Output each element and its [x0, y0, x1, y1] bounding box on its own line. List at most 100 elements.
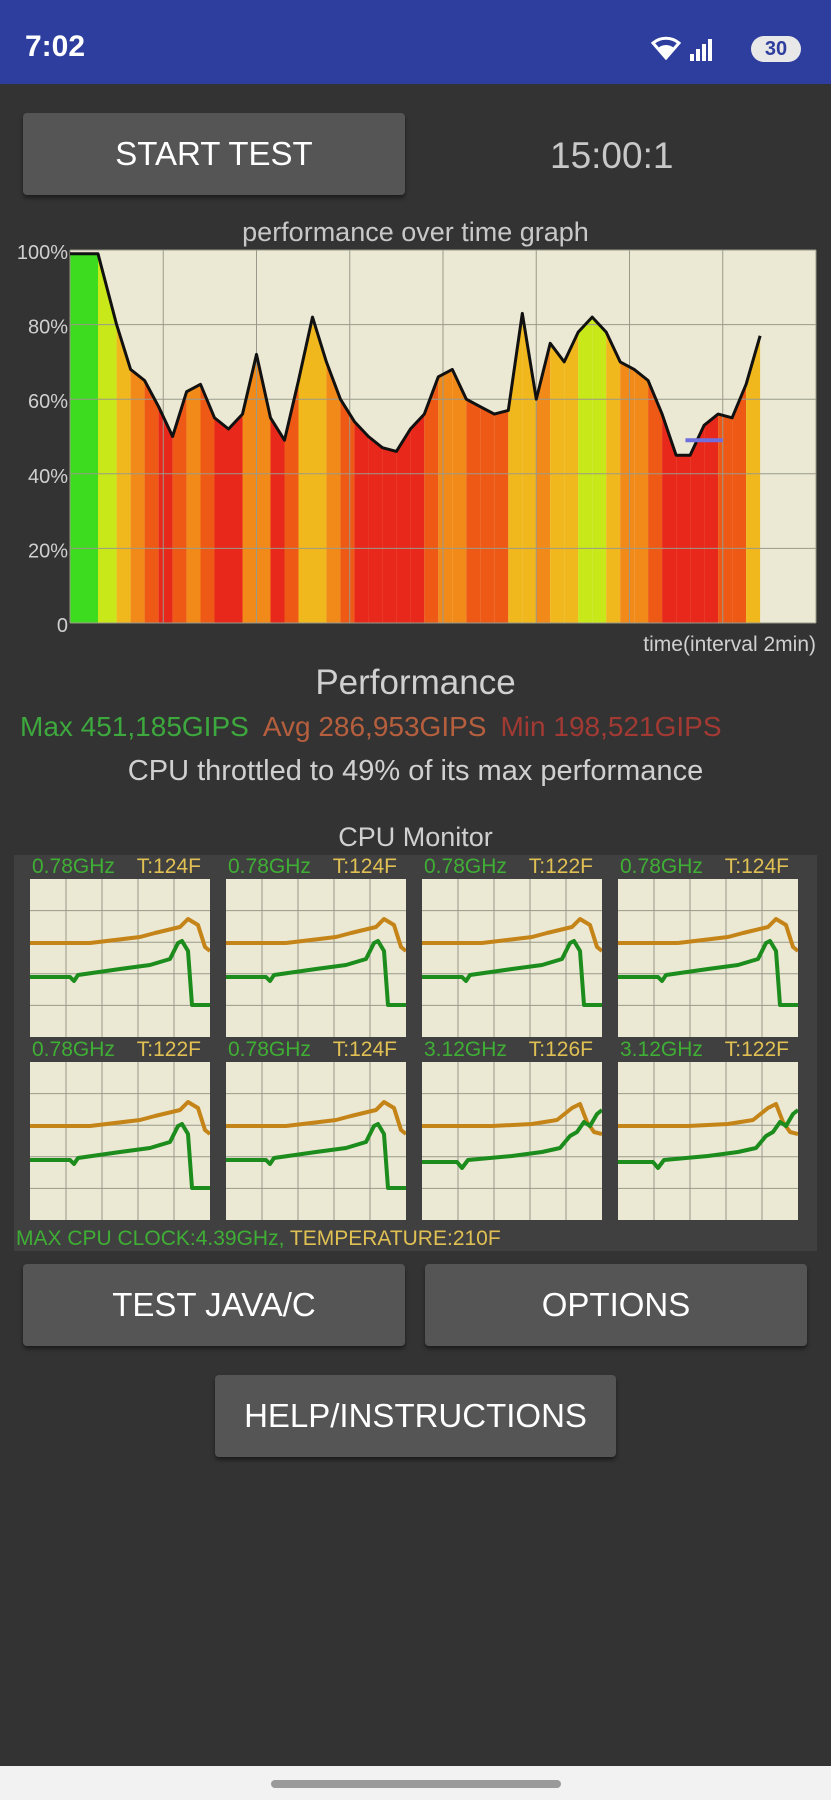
core-temperature: T:122F [528, 855, 593, 878]
performance-area-slice [690, 425, 705, 623]
core-chart [422, 1062, 602, 1220]
performance-area-slice [368, 436, 383, 623]
core-temperature-line [618, 917, 798, 953]
performance-area-slice [466, 399, 481, 623]
performance-area-slice [732, 384, 747, 623]
y-tick-label: 60% [28, 391, 68, 413]
performance-area-slice [704, 414, 719, 623]
y-tick-label: 40% [28, 466, 68, 488]
core-frequency: 0.78GHz [32, 1038, 115, 1061]
core-frequency-line [618, 1108, 798, 1170]
start-test-button[interactable]: START TEST [23, 113, 405, 195]
performance-area-slice [662, 414, 677, 623]
y-tick-label: 20% [28, 540, 68, 562]
performance-area-slice [536, 343, 551, 623]
performance-area-slice [270, 417, 285, 623]
core-frequency: 0.78GHz [32, 855, 115, 878]
options-button[interactable]: OPTIONS [425, 1264, 807, 1346]
performance-area-slice [298, 317, 313, 623]
stat-max: Max 451,185GIPS [20, 711, 249, 742]
core-chart [30, 1062, 210, 1220]
core-temperature: T:126F [528, 1038, 593, 1061]
core-temperature-line [618, 1102, 798, 1136]
core-label: 0.78GHz T:122F [406, 855, 602, 879]
core-chart-background [30, 879, 210, 1037]
core-label: 0.78GHz T:122F [14, 1038, 210, 1062]
core-label: 0.78GHz T:124F [210, 855, 406, 879]
performance-area-slice [480, 406, 495, 623]
test-java-c-button[interactable]: TEST JAVA/C [23, 1264, 405, 1346]
performance-area-slice [326, 361, 341, 623]
cpu-monitor-panel: MAX CPU CLOCK:4.39GHz, TEMPERATURE:210F … [14, 855, 817, 1251]
wifi-icon [651, 36, 681, 60]
core-label: 3.12GHz T:126F [406, 1038, 602, 1062]
performance-area-slice [620, 361, 635, 623]
core-temperature-line [422, 1102, 602, 1136]
core-frequency: 0.78GHz [620, 855, 703, 878]
max-temperature: TEMPERATURE:210F [284, 1227, 501, 1250]
core-temperature: T:122F [136, 1038, 201, 1061]
cpu-core-6: 3.12GHz T:126F [406, 1038, 602, 1221]
performance-area-slice [158, 406, 173, 623]
performance-area-slice [578, 317, 593, 623]
core-chart [226, 879, 406, 1037]
performance-title: Performance [315, 663, 516, 702]
stat-avg: Avg 286,953GIPS [262, 711, 487, 742]
core-frequency-line [226, 1122, 406, 1190]
core-temperature: T:124F [332, 1038, 397, 1061]
core-label: 0.78GHz T:124F [602, 855, 798, 879]
performance-area-slice [676, 455, 691, 623]
performance-area-slice [172, 391, 187, 623]
core-temperature-line [30, 917, 210, 953]
core-chart-background [618, 1062, 798, 1220]
performance-area-slice [564, 332, 579, 623]
core-frequency-line [618, 939, 798, 1007]
performance-area-slice [70, 253, 98, 623]
core-frequency: 0.78GHz [228, 1038, 311, 1061]
performance-area-slice [312, 317, 327, 623]
performance-area-slice [438, 369, 453, 623]
performance-area-slice [396, 429, 411, 623]
core-frequency: 3.12GHz [620, 1038, 703, 1061]
cpu-core-7: 3.12GHz T:122F [602, 1038, 798, 1221]
timer: 15:00:1 [550, 135, 674, 176]
cpu-footer: MAX CPU CLOCK:4.39GHz, TEMPERATURE:210F [16, 1227, 501, 1251]
performance-area-slice [214, 417, 229, 623]
home-handle[interactable] [271, 1780, 561, 1788]
performance-area-slice [550, 343, 565, 623]
cpu-core-3: 0.78GHz T:124F [602, 855, 798, 1038]
performance-area-slice [718, 414, 733, 623]
performance-area-slice [130, 369, 145, 623]
performance-area-slice [340, 399, 355, 623]
core-chart-background [422, 1062, 602, 1220]
help-instructions-button[interactable]: HELP/INSTRUCTIONS [215, 1375, 616, 1457]
graph-title: performance over time graph [242, 217, 589, 247]
navigation-bar [0, 1766, 831, 1800]
cpu-core-0: 0.78GHz T:124F [14, 855, 210, 1038]
core-frequency-line [226, 939, 406, 1007]
performance-area-slice [522, 313, 537, 623]
core-chart-background [618, 879, 798, 1037]
core-temperature: T:124F [136, 855, 201, 878]
core-label: 0.78GHz T:124F [14, 855, 210, 879]
core-chart-background [422, 879, 602, 1037]
performance-area-slice [648, 380, 663, 623]
y-tick-label: 100% [17, 245, 68, 264]
core-temperature-line [422, 917, 602, 953]
status-bar: 7:02 30 [0, 0, 831, 84]
performance-area-slice [494, 410, 509, 623]
performance-line [70, 252, 762, 457]
cpu-core-2: 0.78GHz T:122F [406, 855, 602, 1038]
performance-area-slice [592, 317, 607, 623]
performance-area-slice [186, 384, 201, 623]
signal-icon [690, 39, 712, 61]
core-frequency: 0.78GHz [424, 855, 507, 878]
performance-area-slice [228, 414, 243, 623]
core-frequency-line [30, 1122, 210, 1190]
throttle-text: CPU throttled to 49% of its max performa… [127, 755, 704, 787]
core-chart [422, 879, 602, 1037]
performance-area-slice [382, 447, 397, 623]
core-label: 0.78GHz T:124F [210, 1038, 406, 1062]
core-temperature: T:124F [724, 855, 789, 878]
core-chart [30, 879, 210, 1037]
